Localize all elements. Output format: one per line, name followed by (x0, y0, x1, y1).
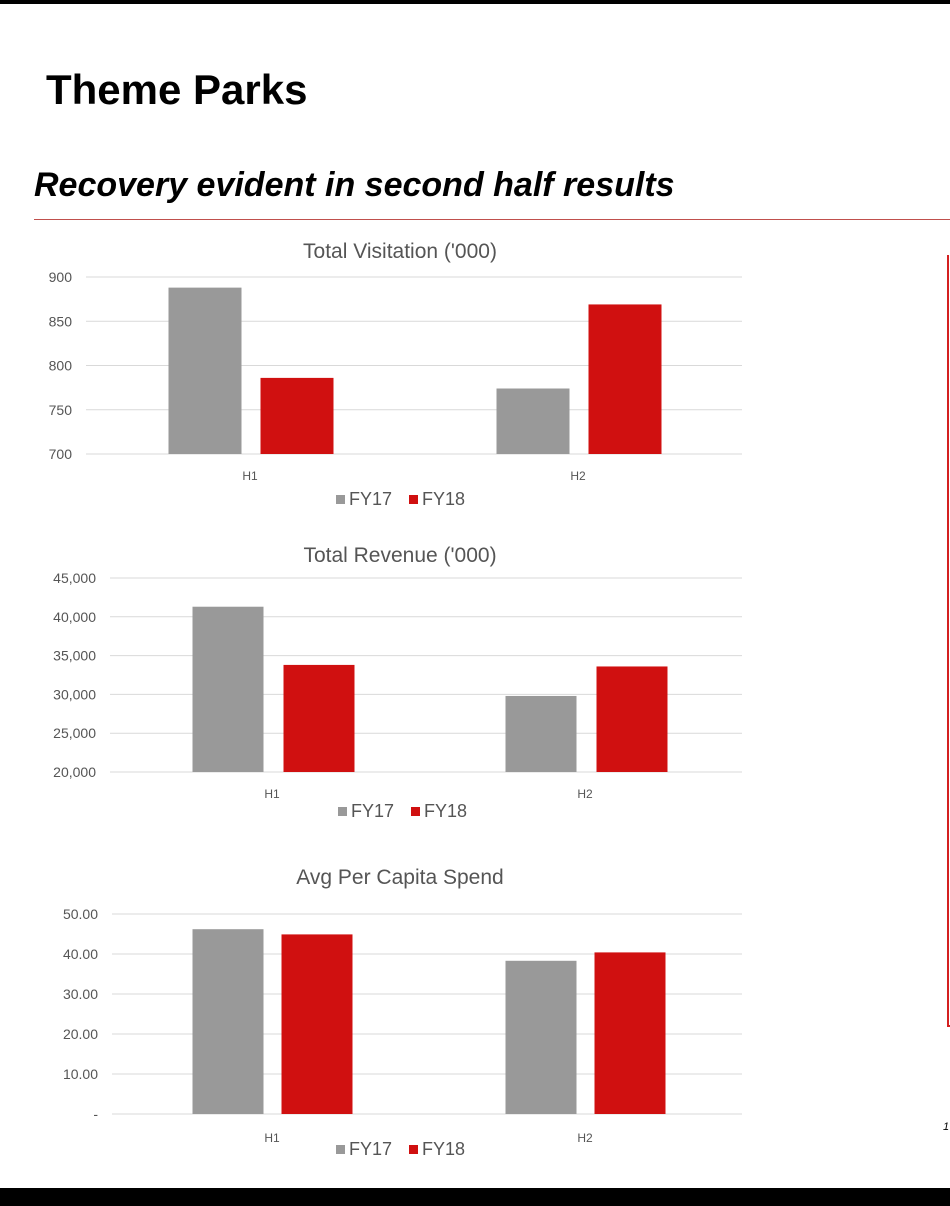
y-tick-label: 40.00 (63, 946, 98, 962)
legend-swatch-fy18 (411, 807, 420, 816)
title-divider (34, 219, 950, 220)
x-tick-label: H1 (242, 469, 258, 483)
y-tick-label: 45,000 (53, 570, 96, 586)
bar-fy18-h1 (281, 934, 353, 1114)
bar-fy17-h1 (168, 287, 242, 454)
bar-fy18-h2 (596, 666, 668, 772)
legend-label-fy18: FY18 (422, 489, 465, 509)
y-tick-label: 30.00 (63, 986, 98, 1002)
y-tick-label: 20.00 (63, 1026, 98, 1042)
chart-title: Total Revenue ('000) (303, 544, 496, 567)
bar-fy17-h1 (192, 929, 264, 1114)
bar-fy18-h2 (588, 304, 662, 454)
y-tick-label: 35,000 (53, 648, 96, 664)
legend-swatch-fy17 (336, 495, 345, 504)
bar-fy18-h1 (260, 377, 334, 454)
chart-svg-avg-per-capita-spend: Avg Per Capita Spend - 10.00 20.00 30.00 40.0… (63, 866, 742, 1159)
y-tick-label: 40,000 (53, 609, 96, 625)
legend-swatch-fy18 (409, 1145, 418, 1154)
chart-total-revenue: Total Revenue ('000) 20,000 25,000 30,000 35… (0, 540, 760, 830)
bar-fy17-h1 (192, 606, 264, 772)
top-border (0, 0, 950, 4)
chart-title: Total Visitation ('000) (303, 240, 497, 263)
bar-fy17-h2 (496, 388, 570, 454)
page-subtitle: Recovery evident in second half results (34, 166, 675, 204)
y-tick-label: 10.00 (63, 1066, 98, 1082)
bar-fy17-h2 (505, 960, 577, 1114)
legend-swatch-fy17 (338, 807, 347, 816)
side-panel-border (947, 255, 950, 1027)
page-title: Theme Parks (46, 66, 308, 113)
legend-label-fy17: FY17 (349, 1139, 392, 1159)
x-tick-label: H1 (264, 1131, 280, 1145)
y-tick-label: 900 (49, 269, 73, 285)
y-tick-label: 850 (49, 313, 73, 329)
x-tick-label: H2 (570, 469, 586, 483)
chart-title: Avg Per Capita Spend (296, 866, 503, 889)
y-tick-label: 700 (49, 446, 73, 462)
y-tick-label: 50.00 (63, 906, 98, 922)
legend-label-fy18: FY18 (424, 801, 467, 821)
chart-svg-total-revenue: Total Revenue ('000) 20,000 25,000 30,000 35… (53, 544, 742, 821)
legend-swatch-fy17 (336, 1145, 345, 1154)
legend-label-fy18: FY18 (422, 1139, 465, 1159)
chart-total-visitation: Total Visitation ('000) 700 750 800 850 900 H1… (0, 236, 760, 516)
y-tick-label: 800 (49, 358, 73, 374)
x-tick-label: H1 (264, 787, 280, 801)
y-tick-label: - (93, 1106, 98, 1122)
page-number: 1 (943, 1121, 950, 1133)
legend-label-fy17: FY17 (351, 801, 394, 821)
x-tick-label: H2 (577, 787, 593, 801)
bar-fy17-h2 (505, 695, 577, 772)
y-tick-label: 20,000 (53, 764, 96, 780)
x-tick-label: H2 (577, 1131, 593, 1145)
legend-label-fy17: FY17 (349, 489, 392, 509)
y-tick-label: 750 (49, 402, 73, 418)
chart-avg-per-capita-spend: Avg Per Capita Spend - 10.00 20.00 30.00 40.0… (0, 862, 760, 1168)
legend-swatch-fy18 (409, 495, 418, 504)
bottom-border (0, 1188, 950, 1206)
bar-fy18-h1 (283, 664, 355, 772)
y-tick-label: 30,000 (53, 686, 96, 702)
y-tick-label: 25,000 (53, 725, 96, 741)
chart-svg-total-visitation: Total Visitation ('000) 700 750 800 850 900 H1… (49, 240, 742, 509)
bar-fy18-h2 (594, 952, 666, 1114)
